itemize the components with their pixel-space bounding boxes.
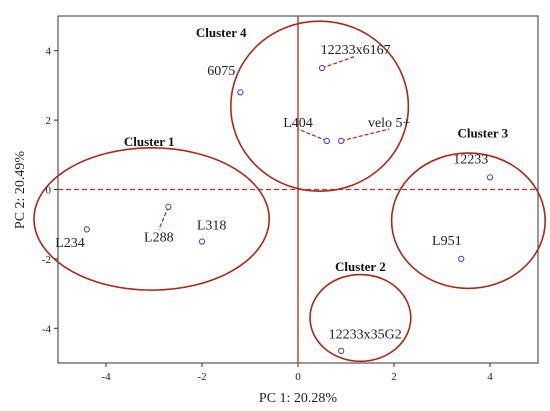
y-tick-label: -2 — [42, 254, 51, 266]
x-tick-label: -2 — [197, 371, 206, 383]
x-tick-label: 4 — [487, 371, 493, 383]
point-label: L404 — [283, 116, 313, 131]
point-label: L288 — [144, 231, 174, 246]
cluster-label: Cluster 4 — [196, 25, 247, 40]
x-tick-label: -4 — [101, 371, 111, 383]
y-tick-label: 0 — [46, 185, 52, 197]
cluster-ellipse — [33, 147, 271, 291]
y-tick-label: -4 — [42, 323, 52, 335]
label-connector — [341, 128, 390, 142]
data-point — [83, 226, 90, 233]
x-tick-label: 2 — [391, 371, 397, 383]
data-point — [486, 174, 494, 181]
point-label: 12233x35G2 — [329, 328, 402, 343]
label-connector — [158, 206, 169, 230]
point-label: L951 — [432, 234, 462, 249]
data-point — [323, 137, 330, 145]
point-label: 12233x6167 — [321, 43, 391, 58]
x-axis-label: PC 1: 20.28% — [259, 391, 338, 406]
point-label: L234 — [55, 236, 85, 251]
cluster-label: Cluster 3 — [457, 125, 508, 140]
point-label: velo 5+ — [368, 116, 411, 131]
y-tick-label: 2 — [46, 115, 52, 127]
cluster-label: Cluster 1 — [124, 134, 175, 149]
data-points — [83, 64, 494, 355]
data-point — [198, 238, 206, 245]
cluster-ellipse — [390, 152, 546, 290]
data-point — [338, 137, 345, 145]
point-label: L318 — [197, 218, 227, 233]
cluster-label: Cluster 2 — [335, 259, 386, 274]
data-point — [165, 203, 172, 210]
y-axis-ticks: -4 -2 0 2 4 — [42, 46, 58, 335]
data-point — [318, 64, 326, 72]
y-axis-label: PC 2: 20.49% — [13, 151, 28, 230]
x-axis-ticks: -4 -2 0 2 4 — [101, 363, 493, 383]
data-point — [237, 89, 244, 96]
point-label: 12233 — [453, 152, 488, 167]
x-tick-label: 0 — [295, 371, 301, 383]
cluster-ellipses — [33, 20, 546, 363]
point-labels: 6075 12233x6167 L404 velo 5+ 12233 L951 L234 L2… — [55, 43, 488, 343]
cluster-ellipse — [230, 20, 410, 193]
point-label: 6075 — [207, 64, 235, 79]
cluster-ellipse — [309, 273, 412, 363]
data-point — [338, 347, 345, 355]
cluster-labels: Cluster 4 Cluster 1 Cluster 3 Cluster 2 — [124, 25, 509, 274]
data-point — [458, 255, 465, 263]
label-connectors — [158, 55, 390, 230]
y-tick-label: 4 — [46, 46, 52, 58]
label-connector — [297, 128, 328, 142]
